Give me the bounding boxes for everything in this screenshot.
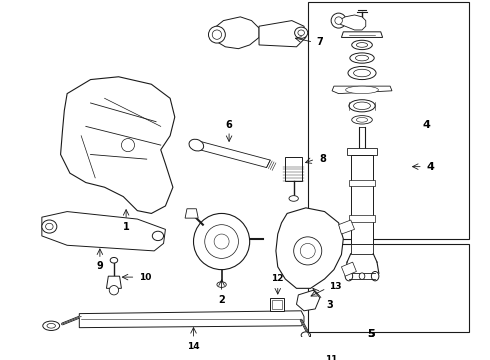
Ellipse shape — [354, 69, 370, 77]
Text: 10: 10 — [139, 273, 151, 282]
Ellipse shape — [189, 139, 204, 151]
Polygon shape — [298, 357, 313, 360]
Circle shape — [300, 243, 315, 258]
Ellipse shape — [356, 117, 368, 122]
Circle shape — [208, 26, 225, 43]
Ellipse shape — [352, 116, 372, 124]
Text: 4: 4 — [426, 162, 434, 172]
Polygon shape — [339, 220, 355, 234]
Bar — [351, 156, 373, 244]
Polygon shape — [339, 15, 366, 30]
Bar — [272, 300, 282, 309]
Text: 1: 1 — [122, 221, 129, 231]
Ellipse shape — [345, 86, 378, 94]
Polygon shape — [342, 32, 383, 37]
Ellipse shape — [294, 27, 308, 39]
Ellipse shape — [43, 321, 60, 330]
Polygon shape — [79, 311, 304, 328]
Text: 4: 4 — [422, 120, 430, 130]
Ellipse shape — [298, 30, 304, 36]
Ellipse shape — [152, 231, 164, 240]
Polygon shape — [196, 141, 270, 167]
Text: 2: 2 — [218, 294, 225, 305]
Circle shape — [205, 225, 239, 258]
Ellipse shape — [46, 223, 53, 230]
Ellipse shape — [308, 346, 321, 353]
Ellipse shape — [301, 332, 311, 338]
Ellipse shape — [349, 100, 375, 112]
Circle shape — [294, 237, 322, 265]
Text: 14: 14 — [187, 342, 200, 351]
Circle shape — [212, 30, 221, 39]
Text: 12: 12 — [271, 274, 284, 283]
Bar — [349, 215, 375, 222]
Circle shape — [335, 17, 343, 24]
Bar — [270, 298, 284, 311]
Polygon shape — [42, 212, 166, 251]
Text: 5: 5 — [368, 329, 375, 339]
Bar — [347, 148, 377, 156]
Circle shape — [109, 285, 119, 295]
Ellipse shape — [371, 271, 379, 281]
Ellipse shape — [354, 102, 370, 109]
Ellipse shape — [47, 323, 55, 328]
Polygon shape — [332, 86, 392, 94]
Polygon shape — [214, 17, 259, 49]
Circle shape — [214, 234, 229, 249]
Circle shape — [194, 213, 250, 270]
Bar — [351, 244, 373, 254]
Text: 3: 3 — [327, 300, 334, 310]
Text: 7: 7 — [317, 37, 323, 47]
Text: 13: 13 — [329, 282, 341, 291]
Polygon shape — [106, 276, 122, 288]
Polygon shape — [276, 208, 343, 288]
Ellipse shape — [289, 195, 298, 201]
Ellipse shape — [350, 53, 374, 63]
Polygon shape — [185, 209, 198, 218]
Ellipse shape — [348, 67, 376, 80]
Polygon shape — [296, 290, 320, 311]
Bar — [285, 157, 302, 181]
Text: 5: 5 — [368, 329, 375, 339]
Bar — [349, 180, 375, 186]
Text: 6: 6 — [226, 120, 232, 130]
Ellipse shape — [300, 355, 312, 360]
Text: 11: 11 — [325, 355, 338, 360]
Polygon shape — [259, 21, 306, 47]
Bar — [308, 244, 469, 332]
Ellipse shape — [217, 282, 226, 287]
Bar — [308, 2, 469, 239]
Ellipse shape — [42, 220, 57, 233]
Ellipse shape — [110, 257, 118, 263]
Circle shape — [331, 13, 346, 28]
Ellipse shape — [355, 55, 368, 61]
Ellipse shape — [356, 42, 368, 47]
Ellipse shape — [345, 271, 353, 281]
Polygon shape — [61, 77, 175, 213]
Ellipse shape — [359, 273, 365, 279]
Text: 9: 9 — [97, 261, 103, 271]
Circle shape — [122, 139, 135, 152]
Polygon shape — [342, 262, 356, 276]
Text: 8: 8 — [319, 154, 326, 164]
Ellipse shape — [352, 40, 372, 50]
